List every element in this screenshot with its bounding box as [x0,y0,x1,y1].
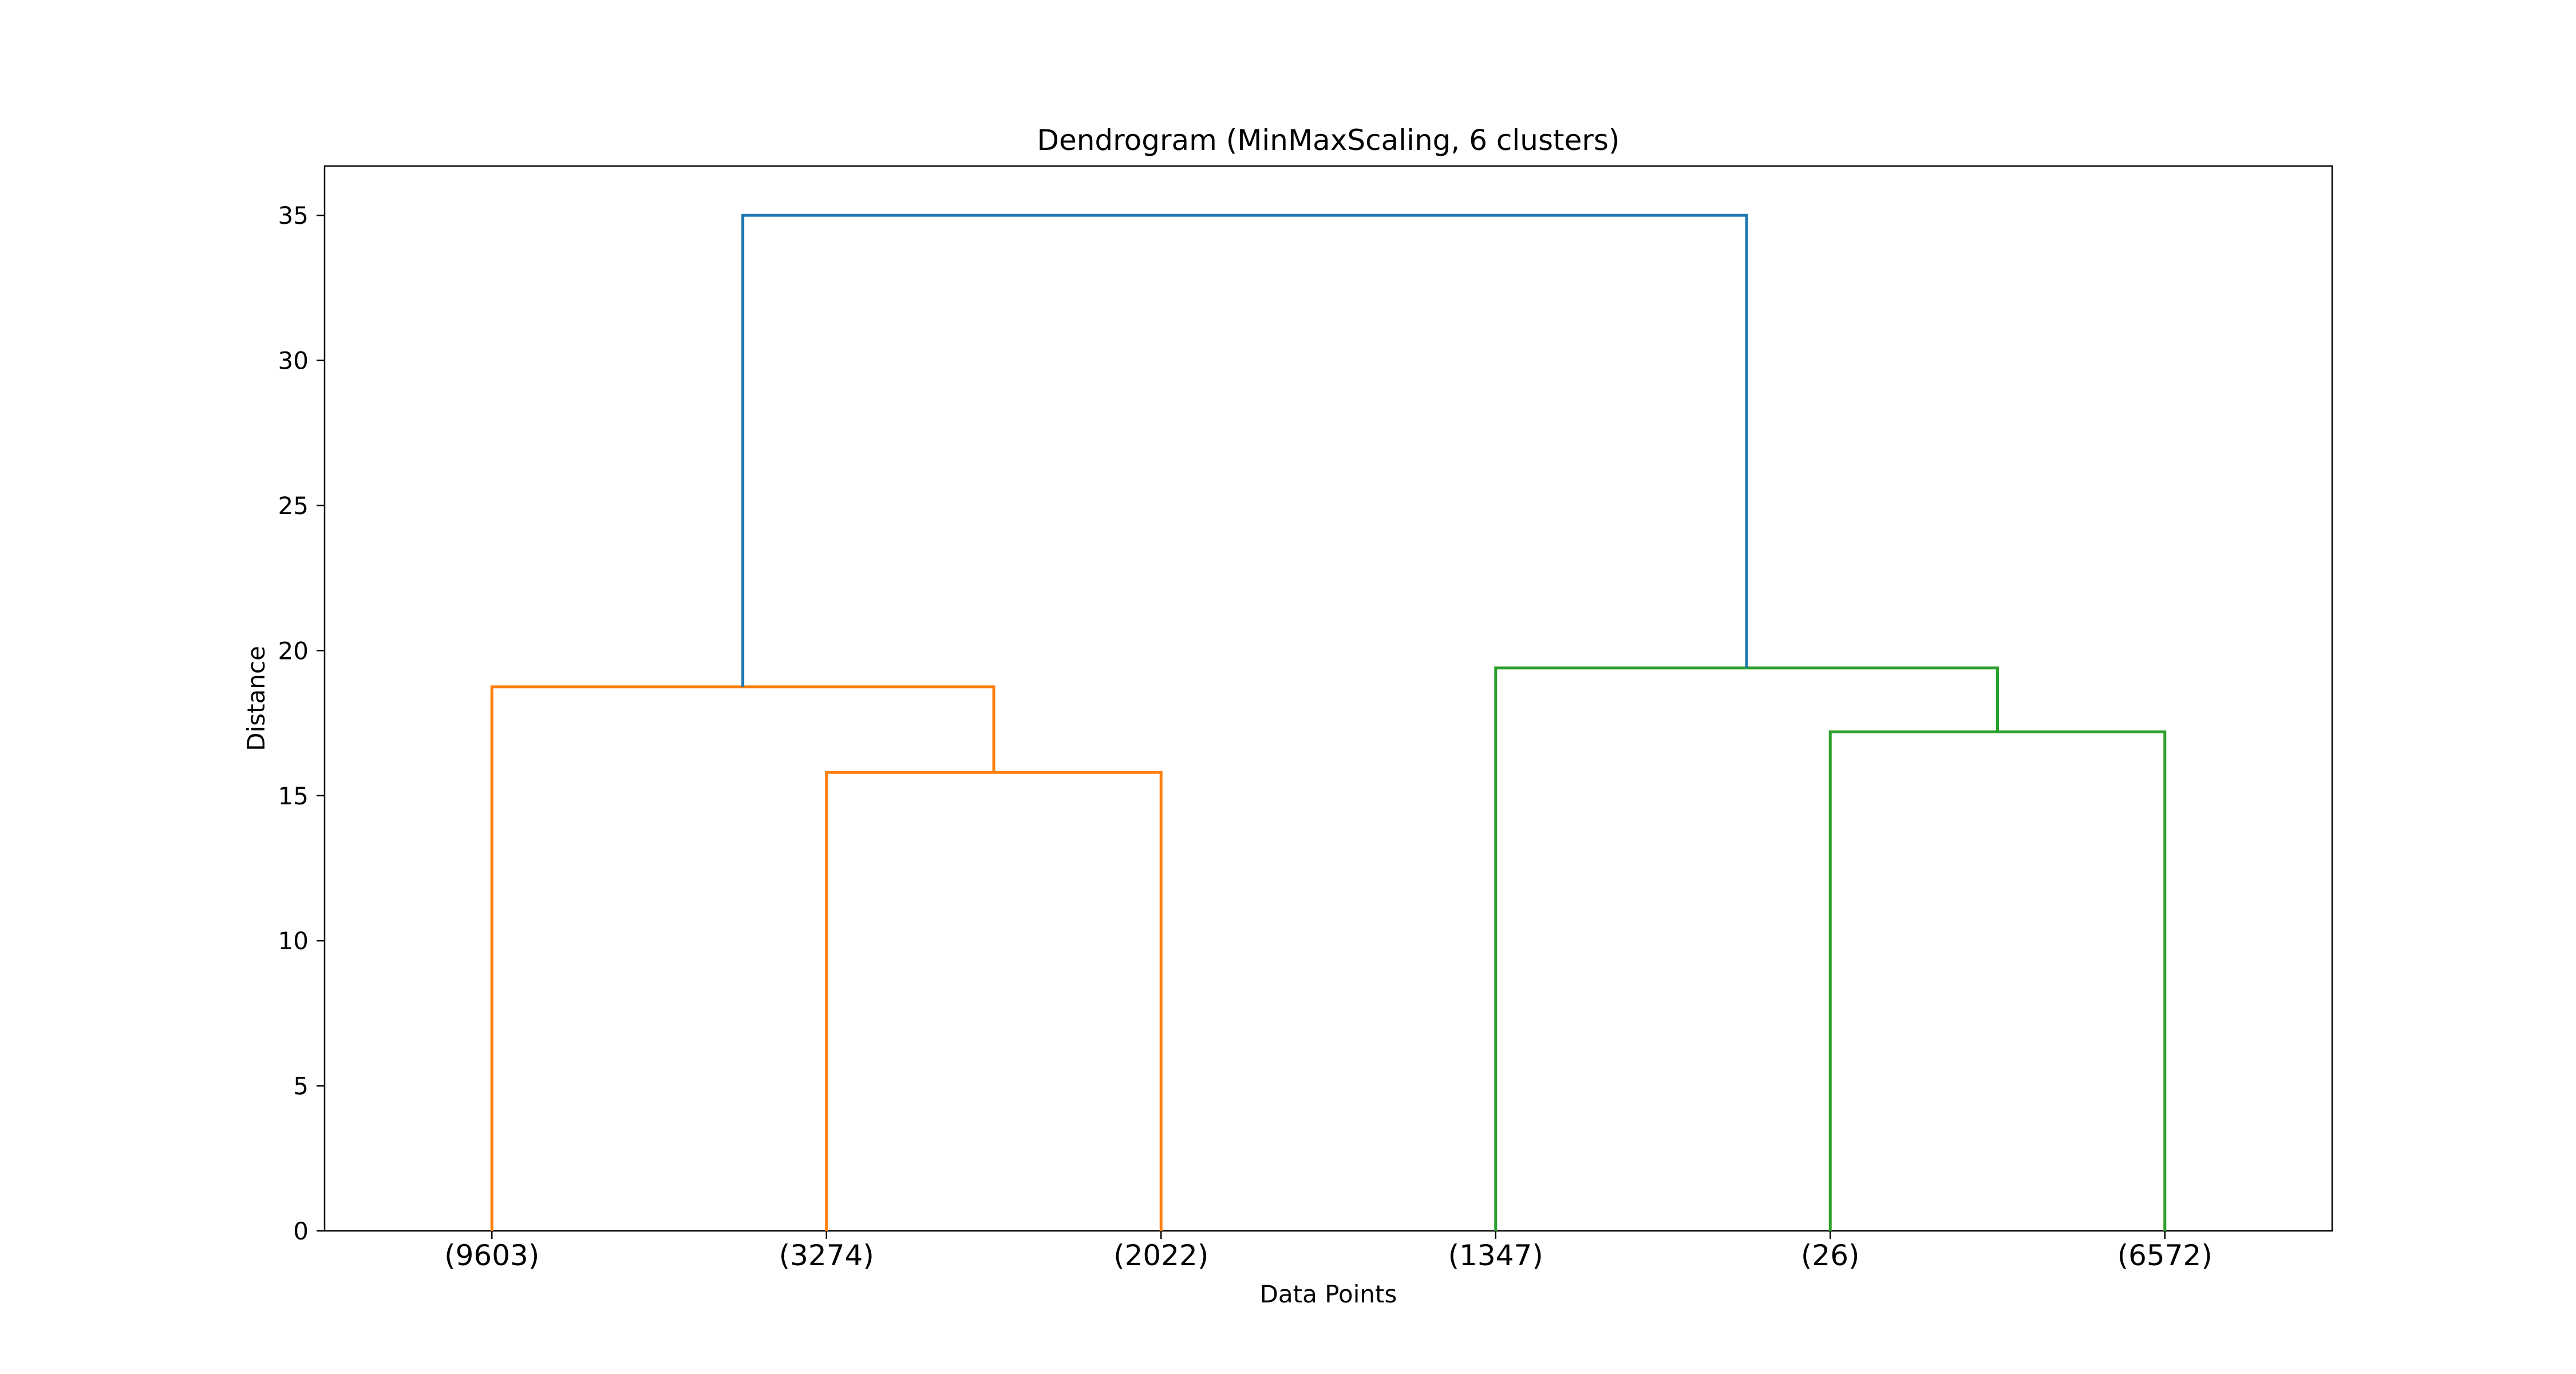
y-tick-label-3: 10 [278,927,309,955]
y-tick-label-5: 20 [278,637,309,665]
chart-title: Dendrogram (MinMaxScaling, 6 clusters) [1037,124,1619,157]
y-tick-label-4: 15 [278,782,309,810]
plot-frame [323,165,2333,1232]
dendrogram-link-1 [825,771,1163,1231]
x-tick-label-6: (6572) [2117,1239,2212,1272]
dendrogram-link-3 [1828,730,2167,1231]
x-axis-title: Data Points [1260,1280,1397,1308]
y-tick-label-1: 0 [293,1217,309,1245]
y-tick-label-8: 35 [278,202,309,230]
dendrogram-link-5 [741,214,1748,687]
dendrogram-links [490,214,2167,1231]
x-tick-label-1: (9603) [444,1239,539,1272]
dendrogram-link-2 [490,685,995,1231]
y-axis: 0 5 10 15 20 25 30 35 [278,202,325,1245]
y-axis-title: Distance [242,646,270,751]
dendrogram-link-4 [1494,666,1999,1231]
x-tick-label-4: (1347) [1448,1239,1543,1272]
x-tick-label-3: (2022) [1113,1239,1208,1272]
y-tick-label-2: 5 [293,1072,309,1100]
x-tick-label-2: (3274) [779,1239,874,1272]
x-axis: (9603) (3274) (2022) (1347) (26) (6572) [444,1231,2212,1272]
y-tick-label-6: 25 [278,492,309,520]
x-tick-label-5: (26) [1801,1239,1860,1272]
y-tick-label-7: 30 [278,347,309,375]
